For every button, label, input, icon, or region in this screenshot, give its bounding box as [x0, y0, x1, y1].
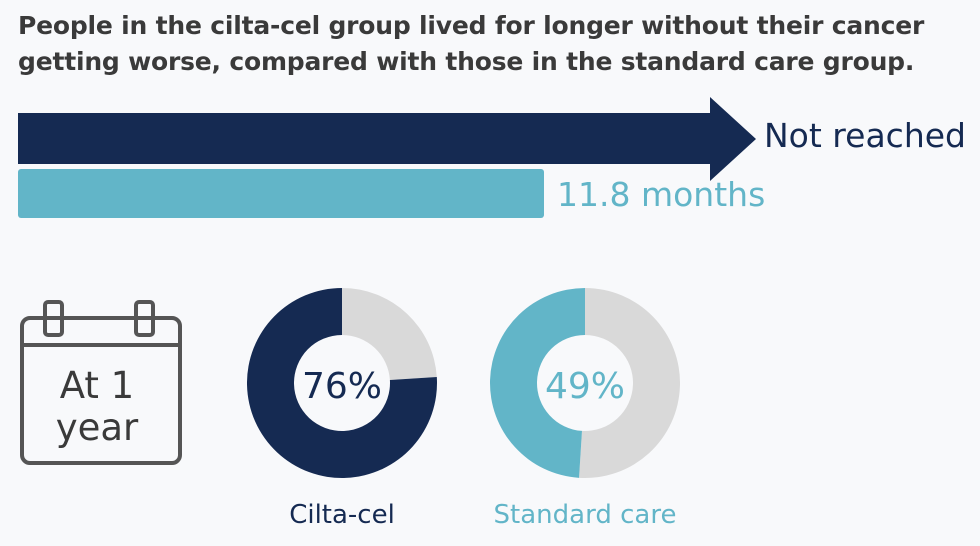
bar-label-cilta-cel: Not reached [764, 116, 966, 155]
headline: People in the cilta-cel group lived for … [18, 8, 968, 80]
donut-cilta-cel-percent: 76% [302, 366, 382, 407]
donut-cilta-cel-remainder [342, 288, 437, 380]
bar-chart: Not reached 11.8 months [18, 97, 966, 218]
donut-standard-care-percent: 49% [545, 366, 625, 407]
donut-standard-care: 49% Standard care [489, 288, 680, 530]
bar-label-standard-care: 11.8 months [557, 175, 765, 214]
donut-cilta-cel-value [246, 288, 437, 478]
calendar-icon [20, 300, 182, 465]
donut-cilta-cel: 76% Cilta-cel [246, 288, 437, 530]
calendar-label-line-2: year [56, 406, 139, 449]
donut-standard-care-label: Standard care [494, 500, 677, 530]
headline-line-2: getting worse, compared with those in th… [18, 47, 915, 76]
bar-standard-care [18, 169, 544, 218]
bar-cilta-cel-arrow [18, 97, 756, 181]
donut-standard-care-value [489, 288, 585, 478]
calendar-label-line-1: At 1 [60, 364, 134, 407]
donut-standard-care-remainder [579, 288, 680, 478]
donut-cilta-cel-label: Cilta-cel [289, 500, 395, 530]
headline-line-1: People in the cilta-cel group lived for … [18, 11, 925, 40]
